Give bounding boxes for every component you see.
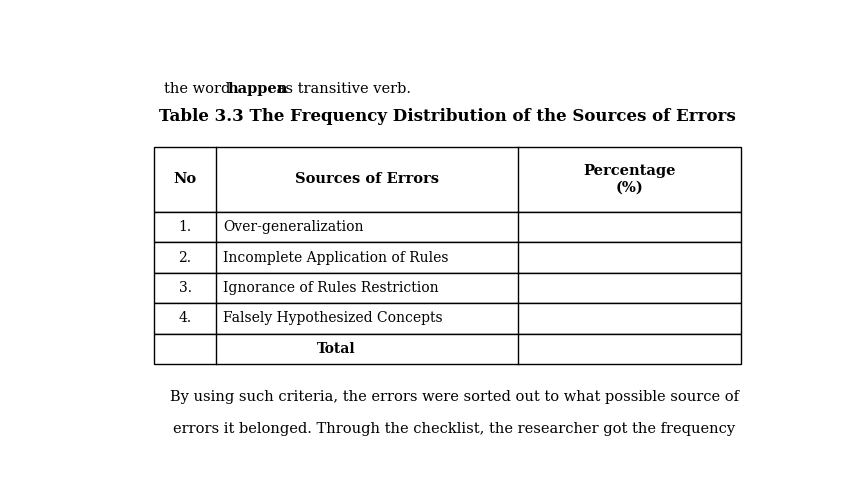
Text: Sources of Errors: Sources of Errors	[295, 173, 439, 187]
Text: By using such criteria, the errors were sorted out to what possible source of: By using such criteria, the errors were …	[170, 390, 739, 404]
Text: Table 3.3 The Frequency Distribution of the Sources of Errors: Table 3.3 The Frequency Distribution of …	[159, 107, 736, 125]
Text: the word: the word	[164, 82, 235, 96]
Text: 1.: 1.	[179, 220, 192, 234]
Text: 2.: 2.	[179, 251, 191, 265]
Text: Ignorance of Rules Restriction: Ignorance of Rules Restriction	[223, 281, 439, 295]
Bar	[154, 273, 742, 303]
Text: No: No	[173, 173, 196, 187]
Text: 3.: 3.	[179, 281, 191, 295]
Text: happen: happen	[228, 82, 288, 96]
Bar	[154, 334, 742, 364]
Text: Total: Total	[317, 342, 355, 356]
Text: Falsely Hypothesized Concepts: Falsely Hypothesized Concepts	[223, 311, 443, 325]
Text: as transitive verb.: as transitive verb.	[272, 82, 411, 96]
Bar	[154, 242, 742, 273]
Text: Incomplete Application of Rules: Incomplete Application of Rules	[223, 251, 449, 265]
Bar	[154, 212, 742, 242]
Text: Percentage
(%): Percentage (%)	[584, 164, 676, 195]
Text: errors it belonged. Through the checklist, the researcher got the frequency: errors it belonged. Through the checklis…	[173, 422, 735, 436]
Bar	[154, 303, 742, 334]
Text: 4.: 4.	[179, 311, 192, 325]
Text: Over-generalization: Over-generalization	[223, 220, 364, 234]
